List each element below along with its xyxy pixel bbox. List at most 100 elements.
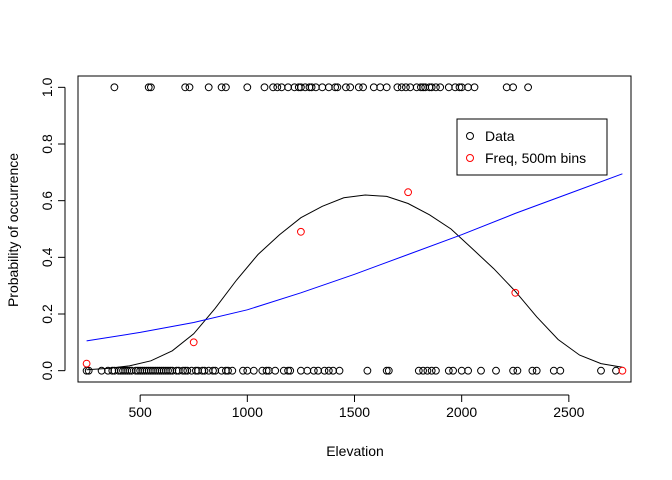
data-point: [509, 366, 517, 375]
y-tick-label: 0.4: [39, 247, 55, 267]
data-point: [509, 83, 517, 92]
data-point: [359, 83, 368, 92]
data-point: [84, 366, 93, 375]
data-point: [417, 83, 425, 92]
data-point: [513, 366, 522, 375]
data-point: [123, 366, 132, 375]
data-point: [432, 366, 440, 375]
data-point: [455, 83, 464, 92]
fit-curve-blue: [86, 173, 623, 342]
data-point: [532, 366, 541, 375]
data-point: [273, 83, 282, 92]
fit-curve-black: [86, 194, 623, 371]
freq-point: [297, 227, 305, 236]
data-point: [183, 366, 192, 375]
axes: 500 1000 1500 2000 2500 0.0 0.2 0.4 0.6 0.8 1.0: [39, 77, 585, 420]
data-point: [382, 83, 391, 92]
data-point: [147, 83, 155, 92]
data-point: [436, 83, 445, 92]
fit-lines: [86, 173, 623, 371]
plot-frame: [77, 75, 632, 383]
data-point: [354, 83, 363, 92]
x-tick-label: 500: [128, 404, 152, 420]
data-point: [249, 366, 258, 375]
legend-data-label: Data: [485, 128, 515, 144]
data-point: [269, 83, 278, 92]
data-point: [597, 366, 605, 375]
data-point: [204, 83, 213, 92]
data-point: [217, 83, 226, 92]
data-point: [556, 366, 565, 375]
data-point: [464, 366, 473, 375]
data-point: [309, 366, 318, 375]
data-point: [382, 366, 391, 375]
data-point: [271, 366, 280, 375]
data-point: [470, 83, 479, 92]
data-point: [185, 83, 194, 92]
data-point: [239, 366, 247, 375]
data-point: [200, 366, 209, 375]
data-point: [228, 366, 237, 375]
data-point: [363, 366, 372, 375]
data-point: [286, 366, 295, 375]
x-tick-label: 2500: [553, 404, 584, 420]
data-point: [397, 83, 406, 92]
data-point: [346, 83, 355, 92]
data-point: [181, 83, 190, 92]
data-point: [427, 83, 436, 92]
legend-data-marker: [466, 132, 474, 140]
data-point: [427, 366, 436, 375]
freq-point: [189, 338, 198, 347]
data-point: [333, 83, 342, 92]
data-point: [432, 83, 440, 92]
data-point: [492, 366, 500, 375]
data-point: [524, 83, 532, 92]
data-point: [307, 83, 316, 92]
data-point: [243, 83, 252, 92]
data-point: [164, 366, 172, 375]
data-point: [222, 83, 230, 92]
data-point: [477, 366, 485, 375]
freq-point: [404, 188, 413, 197]
data-point: [444, 366, 453, 375]
y-axis-label: Probability of occurrence: [5, 153, 21, 307]
data-point: [297, 83, 305, 92]
data-point: [414, 366, 423, 375]
y-tick-label: 0.2: [39, 304, 55, 324]
data-point: [320, 366, 329, 375]
data-point: [528, 366, 537, 375]
data-point: [110, 83, 119, 92]
freq-point: [511, 288, 520, 297]
y-tick-label: 1.0: [39, 77, 55, 97]
data-point: [393, 83, 402, 92]
data-point: [179, 366, 187, 375]
x-tick-label: 1000: [232, 404, 263, 420]
data-point: [224, 366, 232, 375]
freq-point: [82, 359, 91, 368]
freq-point: [618, 366, 627, 375]
legend-freq-label: Freq, 500m bins: [485, 150, 586, 166]
y-tick-label: 0.0: [39, 361, 55, 381]
data-point: [402, 83, 410, 92]
data-point: [331, 83, 340, 92]
data-points: [82, 83, 627, 375]
data-point: [384, 366, 393, 375]
x-tick-label: 1500: [339, 404, 370, 420]
legend-freq-marker: [466, 154, 474, 162]
data-point: [423, 366, 432, 375]
x-axis-label: Elevation: [326, 443, 384, 459]
plot-box: [77, 75, 632, 383]
data-point: [324, 366, 333, 375]
data-point: [262, 366, 271, 375]
data-point: [449, 366, 458, 375]
data-point: [144, 83, 153, 92]
data-point: [284, 366, 293, 375]
y-tick-label: 0.6: [39, 191, 55, 211]
legend: Data Freq, 500m bins: [456, 118, 608, 176]
y-tick-label: 0.8: [39, 134, 55, 154]
data-point: [209, 366, 217, 375]
data-point: [342, 83, 350, 92]
legend-box: [456, 118, 608, 176]
